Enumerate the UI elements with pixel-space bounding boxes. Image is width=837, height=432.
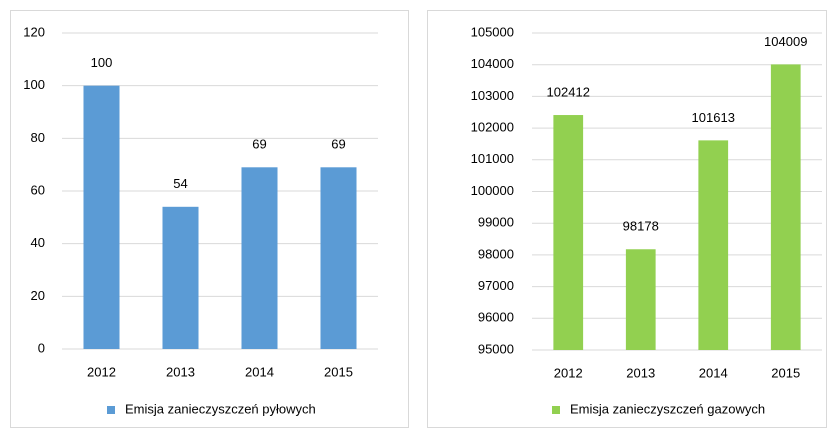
data-label: 104009 — [764, 34, 807, 49]
bar — [241, 167, 278, 349]
bar — [698, 140, 729, 350]
x-tick-label: 2013 — [626, 365, 655, 380]
y-tick-label: 98000 — [478, 246, 514, 261]
bar — [83, 85, 120, 350]
y-tick-label: 95000 — [478, 341, 514, 356]
x-tick-label: 2015 — [771, 365, 800, 380]
bar — [320, 167, 357, 349]
x-tick-label: 2015 — [324, 364, 353, 379]
data-label: 102412 — [547, 84, 590, 99]
y-tick-label: 96000 — [478, 310, 514, 325]
legend-label: Emisja zanieczyszczeń gazowych — [570, 401, 765, 416]
y-tick-label: 100000 — [471, 183, 514, 198]
data-label: 69 — [331, 137, 345, 152]
data-label: 69 — [252, 137, 266, 152]
data-label: 101613 — [692, 110, 735, 125]
y-tick-label: 40 — [31, 235, 45, 250]
y-tick-label: 104000 — [471, 56, 514, 71]
y-tick-label: 60 — [31, 182, 45, 197]
y-tick-label: 120 — [23, 24, 45, 39]
chart-frame — [427, 10, 827, 428]
legend-label: Emisja zanieczyszczeń pyłowych — [125, 401, 316, 416]
y-tick-label: 99000 — [478, 215, 514, 230]
bar — [553, 115, 584, 350]
data-label: 98178 — [623, 219, 659, 234]
y-tick-label: 0 — [38, 340, 45, 355]
y-tick-label: 20 — [31, 288, 45, 303]
x-tick-label: 2014 — [699, 365, 728, 380]
data-label: 54 — [173, 176, 187, 191]
bar — [162, 206, 199, 349]
y-tick-label: 105000 — [471, 24, 514, 39]
y-tick-label: 101000 — [471, 151, 514, 166]
x-tick-label: 2014 — [245, 364, 274, 379]
x-tick-label: 2012 — [554, 365, 583, 380]
legend-swatch — [552, 406, 560, 414]
y-tick-label: 97000 — [478, 278, 514, 293]
y-tick-label: 103000 — [471, 88, 514, 103]
bar — [770, 64, 801, 350]
bar — [625, 249, 656, 350]
x-tick-label: 2013 — [166, 364, 195, 379]
y-tick-label: 100 — [23, 77, 45, 92]
x-tick-label: 2012 — [87, 364, 116, 379]
legend-swatch — [107, 406, 115, 414]
y-tick-label: 102000 — [471, 120, 514, 135]
data-label: 100 — [91, 55, 113, 70]
y-tick-label: 80 — [31, 130, 45, 145]
